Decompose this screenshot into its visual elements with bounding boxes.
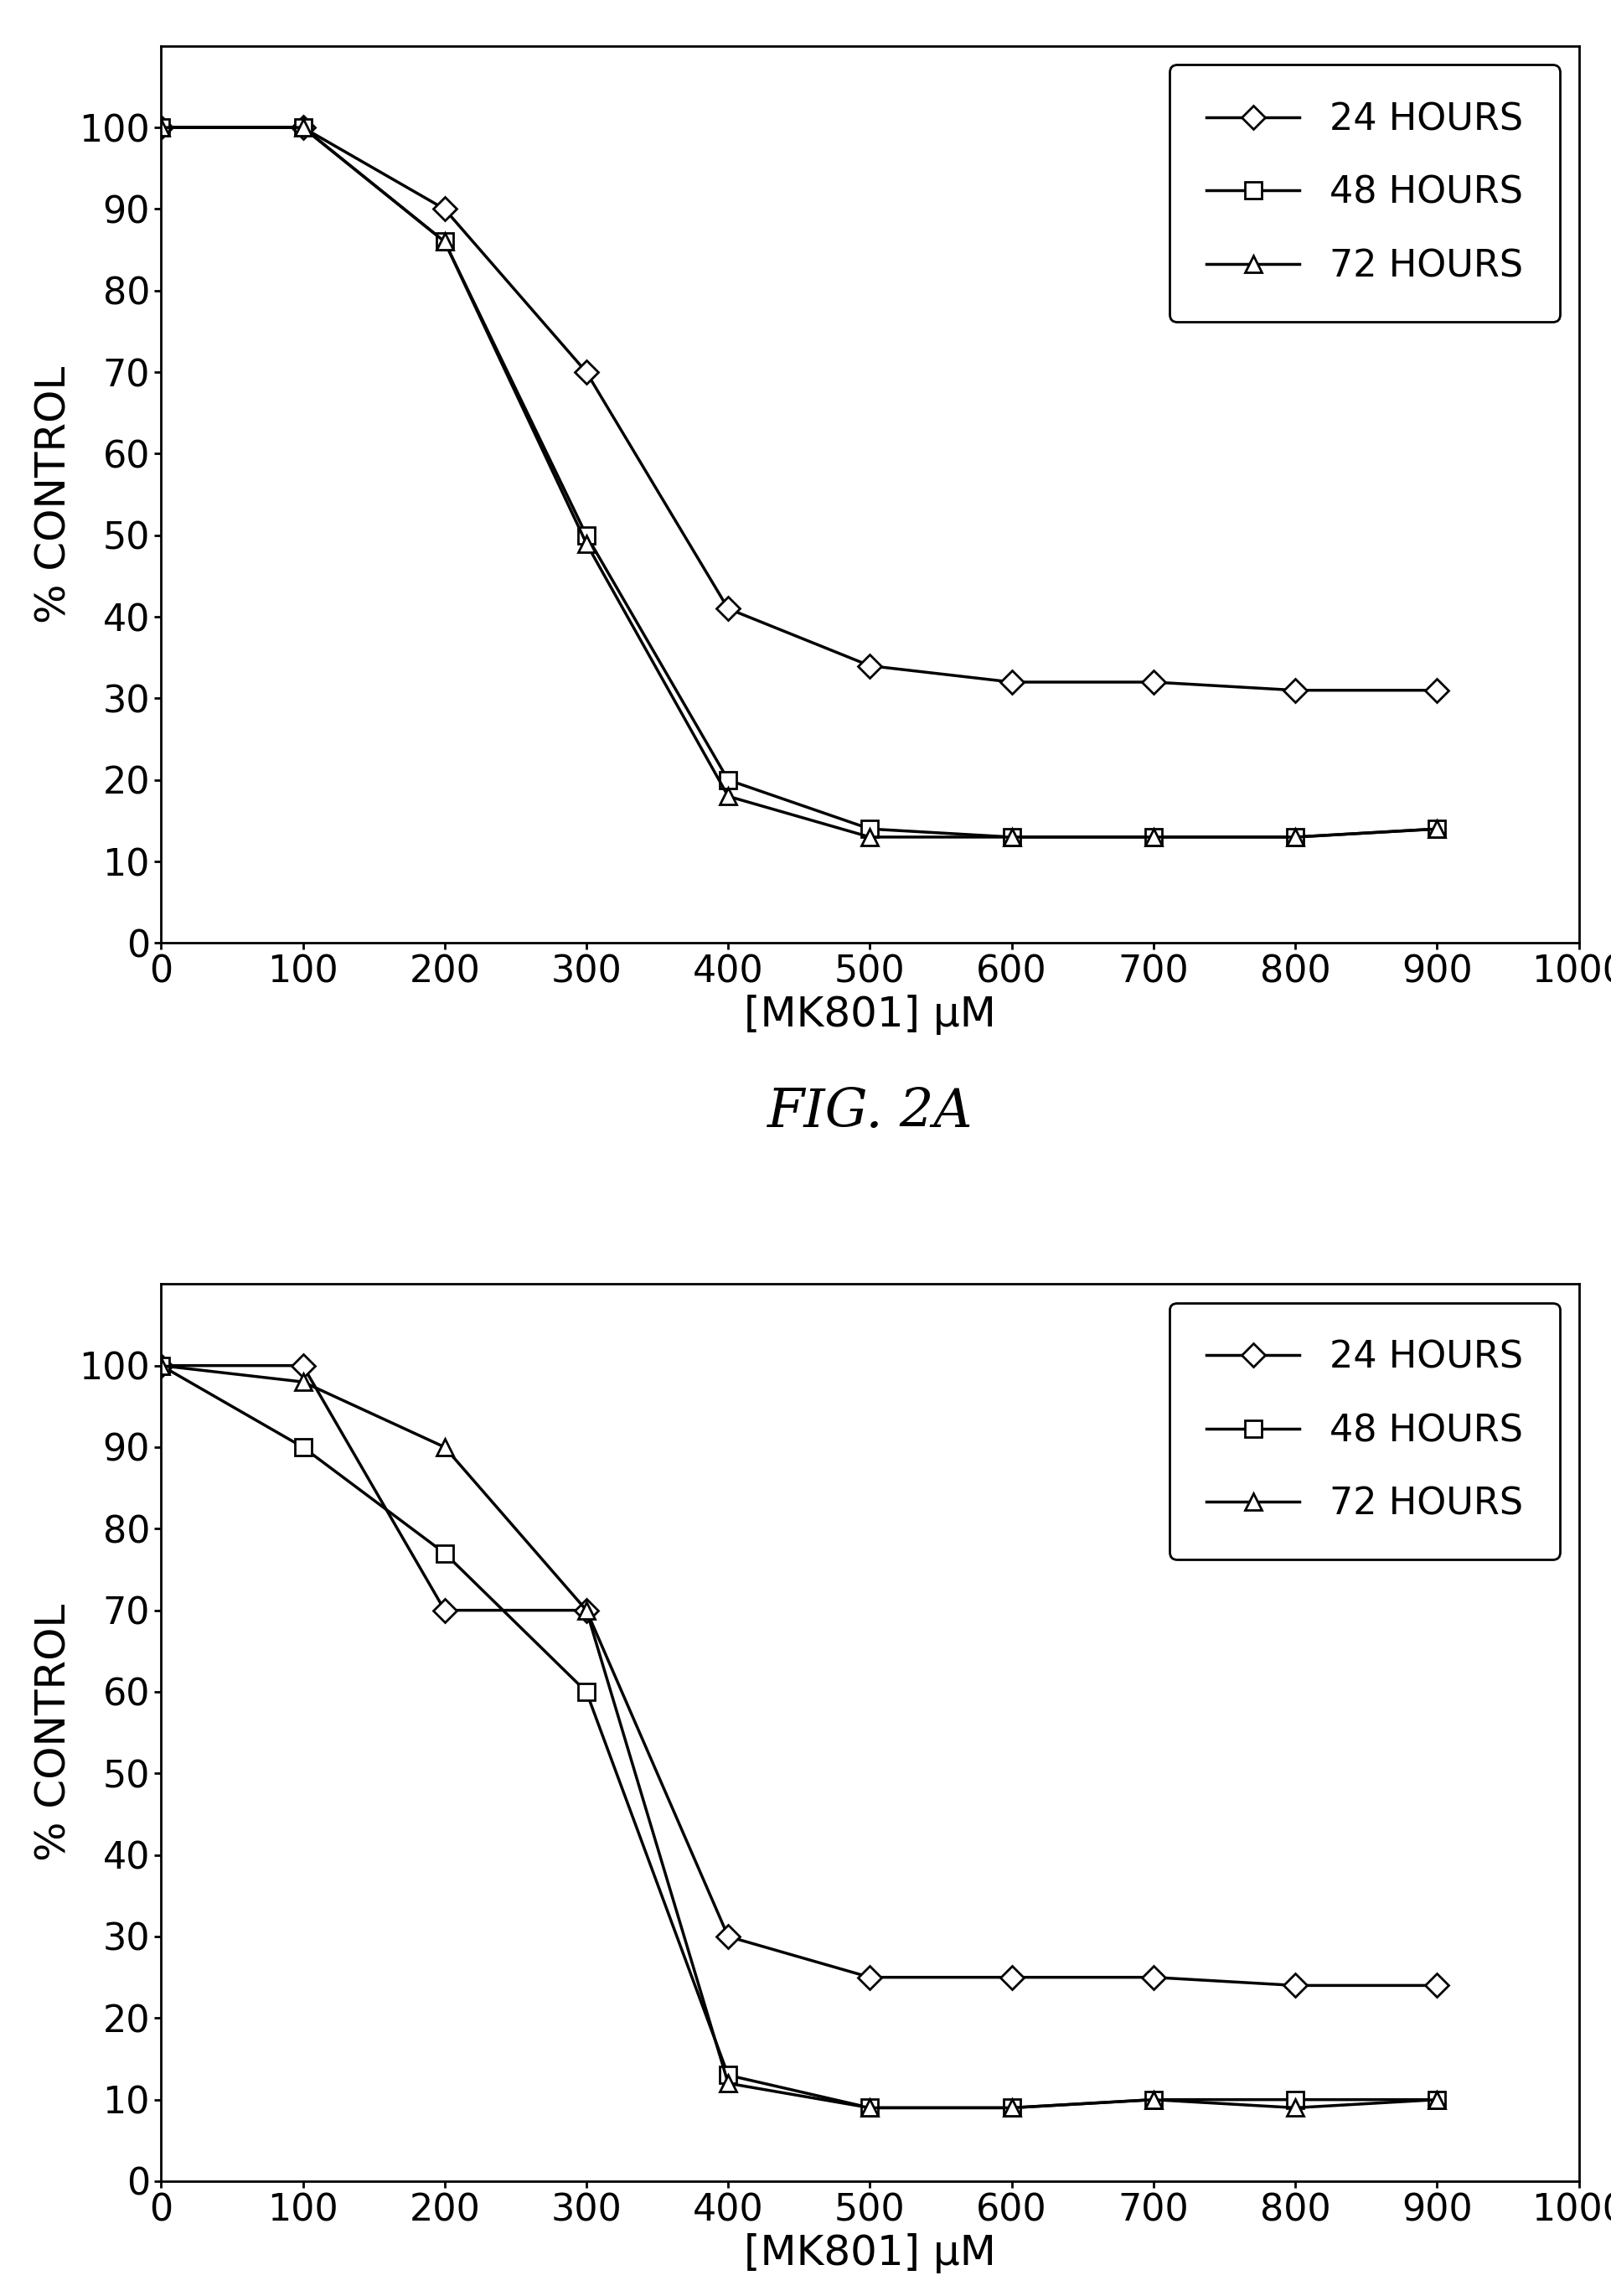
48 HOURS [1002, 2094, 1021, 2122]
24 HOURS [151, 1352, 171, 1380]
72 HOURS [577, 530, 596, 558]
48 HOURS [719, 2062, 738, 2089]
24 HOURS [1427, 677, 1447, 705]
72 HOURS [435, 1433, 454, 1460]
48 HOURS [1286, 824, 1305, 852]
72 HOURS [1144, 824, 1163, 852]
48 HOURS [860, 815, 880, 843]
Line: 72 HOURS: 72 HOURS [153, 1357, 1445, 2117]
Y-axis label: % CONTROL: % CONTROL [34, 365, 74, 622]
Y-axis label: % CONTROL: % CONTROL [34, 1605, 74, 1862]
72 HOURS [151, 115, 171, 142]
48 HOURS [435, 227, 454, 255]
24 HOURS [1427, 1972, 1447, 2000]
72 HOURS [1286, 2094, 1305, 2122]
24 HOURS [719, 595, 738, 622]
Legend: 24 HOURS, 48 HOURS, 72 HOURS: 24 HOURS, 48 HOURS, 72 HOURS [1170, 64, 1559, 321]
24 HOURS [1144, 1963, 1163, 1991]
72 HOURS [1002, 2094, 1021, 2122]
24 HOURS [435, 1596, 454, 1623]
72 HOURS [577, 1596, 596, 1623]
48 HOURS [151, 115, 171, 142]
48 HOURS [151, 1352, 171, 1380]
72 HOURS [293, 115, 313, 142]
24 HOURS [293, 115, 313, 142]
X-axis label: [MK801] μM: [MK801] μM [744, 2234, 996, 2273]
48 HOURS [719, 767, 738, 794]
24 HOURS [860, 652, 880, 680]
48 HOURS [860, 2094, 880, 2122]
24 HOURS [293, 1352, 313, 1380]
24 HOURS [577, 1596, 596, 1623]
72 HOURS [1427, 815, 1447, 843]
72 HOURS [719, 783, 738, 810]
48 HOURS [1427, 815, 1447, 843]
24 HOURS [1286, 1972, 1305, 2000]
24 HOURS [860, 1963, 880, 1991]
Line: 48 HOURS: 48 HOURS [153, 119, 1445, 845]
72 HOURS [151, 1352, 171, 1380]
48 HOURS [577, 521, 596, 549]
48 HOURS [1002, 824, 1021, 852]
24 HOURS [435, 195, 454, 223]
72 HOURS [435, 227, 454, 255]
48 HOURS [435, 1538, 454, 1566]
72 HOURS [1144, 2085, 1163, 2112]
72 HOURS [1286, 824, 1305, 852]
48 HOURS [577, 1678, 596, 1706]
Line: 24 HOURS: 24 HOURS [153, 119, 1445, 698]
48 HOURS [1286, 2085, 1305, 2112]
48 HOURS [293, 1433, 313, 1460]
48 HOURS [293, 115, 313, 142]
24 HOURS [151, 115, 171, 142]
24 HOURS [1002, 1963, 1021, 1991]
24 HOURS [1144, 668, 1163, 696]
Line: 72 HOURS: 72 HOURS [153, 119, 1445, 845]
Text: FIG. 2A: FIG. 2A [767, 1086, 973, 1139]
Line: 48 HOURS: 48 HOURS [153, 1357, 1445, 2117]
24 HOURS [577, 358, 596, 386]
Line: 24 HOURS: 24 HOURS [153, 1357, 1445, 1993]
72 HOURS [860, 824, 880, 852]
24 HOURS [719, 1922, 738, 1949]
24 HOURS [1002, 668, 1021, 696]
48 HOURS [1144, 824, 1163, 852]
72 HOURS [719, 2069, 738, 2096]
X-axis label: [MK801] μM: [MK801] μM [744, 994, 996, 1035]
72 HOURS [860, 2094, 880, 2122]
48 HOURS [1144, 2085, 1163, 2112]
72 HOURS [1427, 2085, 1447, 2112]
72 HOURS [293, 1368, 313, 1396]
48 HOURS [1427, 2085, 1447, 2112]
24 HOURS [1286, 677, 1305, 705]
Legend: 24 HOURS, 48 HOURS, 72 HOURS: 24 HOURS, 48 HOURS, 72 HOURS [1170, 1302, 1559, 1559]
72 HOURS [1002, 824, 1021, 852]
